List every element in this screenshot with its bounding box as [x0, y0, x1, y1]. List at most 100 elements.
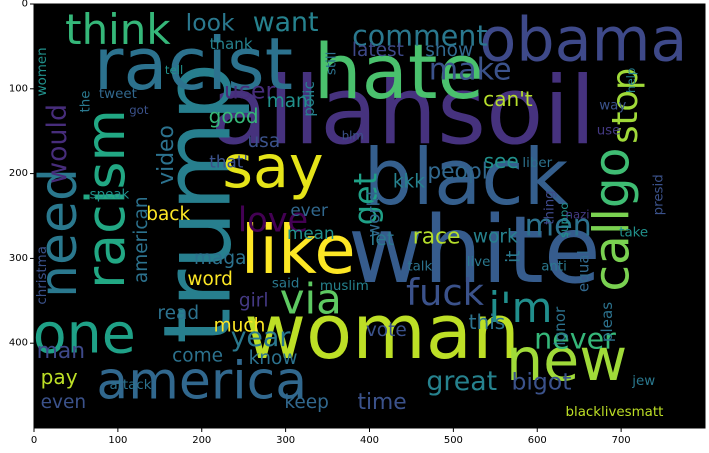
word-got: got	[129, 103, 149, 117]
word-say: say	[222, 133, 323, 201]
word-this: this	[469, 310, 506, 334]
word-mean: mean	[287, 223, 335, 243]
word-word: word	[187, 269, 232, 290]
word-it: it	[503, 251, 524, 263]
y-tick-label: 200	[9, 168, 28, 179]
word-black: black	[364, 133, 569, 223]
word-use: use	[597, 124, 621, 139]
word-race: race	[413, 225, 461, 250]
word-call: call	[585, 208, 641, 291]
word-go: go	[585, 148, 641, 209]
word-obama: obama	[479, 5, 687, 75]
word-vote: vote	[366, 320, 407, 341]
word-ever: ever	[290, 200, 328, 220]
word-read: read	[157, 303, 199, 324]
word-tell: tell	[165, 63, 183, 77]
word-take: take	[619, 225, 648, 240]
word-look: look	[186, 9, 235, 37]
word-muslim: muslim	[320, 279, 369, 294]
word-great: great	[426, 366, 497, 397]
word-mani: mani	[267, 91, 313, 112]
word-need: need	[29, 168, 89, 298]
word-via: via	[280, 275, 342, 324]
word-can-t: can't	[483, 87, 533, 111]
word-girl: girl	[239, 290, 269, 311]
word-get: get	[346, 173, 384, 225]
word-said: said	[272, 276, 299, 291]
y-tick-label: 0	[22, 0, 28, 10]
word-much: much	[214, 316, 266, 337]
word-speak: speak	[90, 187, 130, 202]
word-live: live	[467, 255, 491, 270]
x-tick-label: 500	[444, 435, 463, 446]
y-tick-label: 300	[9, 253, 28, 264]
word-i-m: i'm	[488, 283, 552, 332]
word-usa: usa	[247, 131, 280, 152]
word-love: love	[238, 201, 308, 240]
word-show: show	[425, 40, 473, 61]
word-blacklivesmatt: blacklivesmatt	[565, 405, 663, 420]
word-know: know	[249, 348, 298, 369]
word-allahsoil: allahsoil	[210, 57, 595, 166]
word-the: the	[79, 91, 94, 113]
word-pleas: pleas	[598, 302, 616, 342]
word-like: like	[241, 211, 356, 289]
word-thing: thing	[542, 190, 557, 224]
word-women: women	[35, 47, 50, 96]
word-work: work	[473, 227, 518, 248]
word-attack: attack	[109, 378, 151, 393]
word-video: video	[154, 125, 179, 185]
word-comment: comment	[352, 20, 487, 53]
word-would: would	[42, 104, 73, 184]
word-kkk: kkk	[393, 172, 425, 193]
word-nazi: nazi	[566, 207, 590, 221]
x-tick-label: 200	[192, 435, 211, 446]
word-see: see	[484, 149, 519, 173]
word-that-: that'	[209, 152, 248, 172]
word-back: back	[146, 204, 190, 225]
word-make: make	[429, 53, 512, 88]
word-maga: maga	[194, 248, 246, 269]
word-let: let	[370, 229, 394, 250]
word-new: new	[506, 326, 627, 394]
word-year: year	[231, 322, 292, 353]
word-polic: polic	[300, 81, 318, 117]
word-blm: blm	[342, 128, 364, 142]
word-bigot: bigot	[511, 367, 571, 395]
word-even: even	[41, 392, 86, 413]
word-christma: christma	[35, 246, 50, 305]
word-never: never	[534, 322, 616, 355]
word-presid: presid	[651, 174, 666, 215]
word-help: help	[624, 68, 638, 93]
word-fuck: fuck	[406, 271, 485, 314]
word-latest: latest	[352, 40, 404, 61]
word-good: good	[209, 104, 259, 128]
word-ignor: ignor	[551, 306, 569, 346]
x-tick-label: 100	[108, 435, 127, 446]
y-tick-label: 400	[9, 338, 28, 349]
word-liber: liber	[522, 156, 552, 171]
word-thank: thank	[210, 35, 253, 53]
word-pay: pay	[41, 365, 78, 389]
word-tweet: tweet	[99, 87, 137, 102]
word-still: still	[324, 52, 339, 75]
word-woman: woman	[244, 288, 520, 376]
word-racism: racism	[74, 109, 137, 289]
word-hate: hate	[314, 28, 484, 116]
word-think: think	[65, 5, 171, 54]
word-keep: keep	[284, 392, 329, 413]
plot-area	[34, 4, 705, 428]
x-tick-label: 300	[276, 435, 295, 446]
word-peopl: peopl	[427, 159, 487, 184]
word-want: want	[253, 7, 319, 38]
x-tick-label: 600	[528, 435, 547, 446]
x-tick-label: 700	[612, 435, 631, 446]
word-jew: jew	[631, 374, 655, 389]
word-one: one	[33, 303, 136, 367]
word-american: american	[131, 196, 152, 283]
word-suppo: suppo	[557, 202, 571, 238]
word-anti: anti	[541, 259, 567, 274]
word-world: world	[364, 191, 384, 237]
